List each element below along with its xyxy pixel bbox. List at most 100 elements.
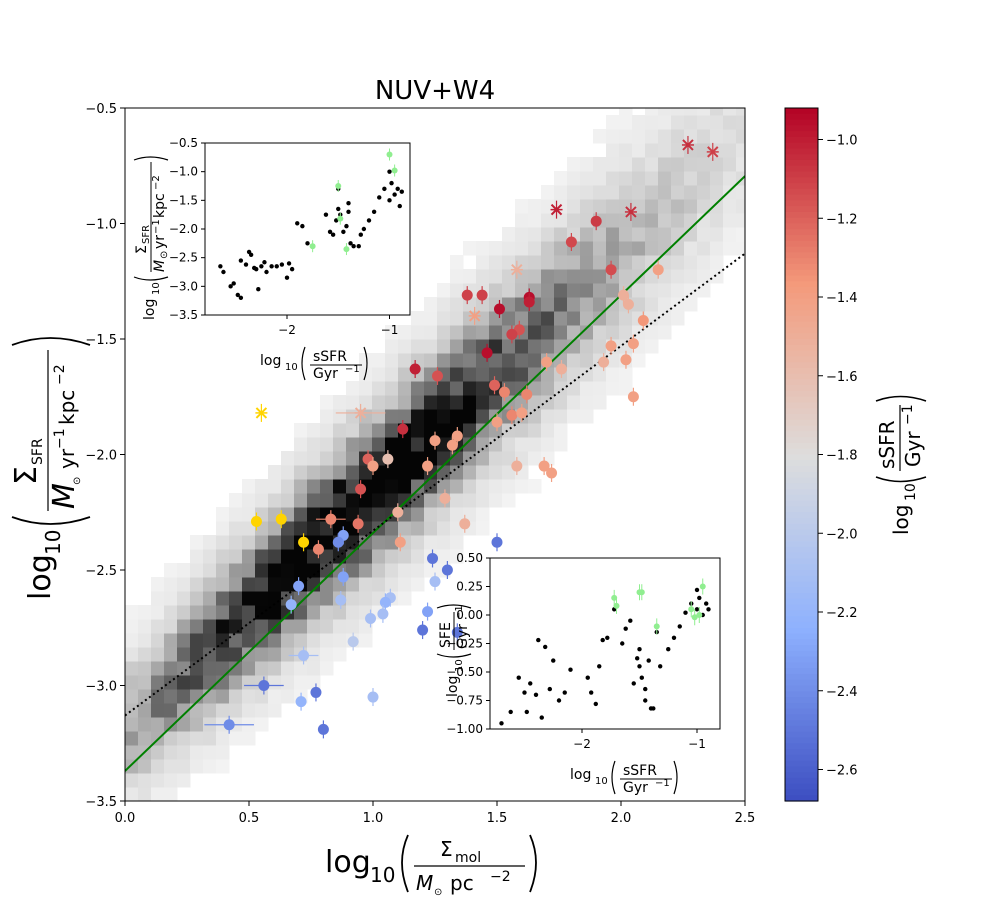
heatmap-cell xyxy=(242,535,256,550)
colorbar-tick-label: −1.8 xyxy=(826,449,858,464)
heatmap-cell xyxy=(489,255,503,270)
y-label-log: log xyxy=(23,554,58,600)
heatmap-cell xyxy=(346,619,360,634)
heatmap-cell xyxy=(398,493,412,508)
heatmap-cell xyxy=(216,521,230,536)
point-marker-circle xyxy=(493,303,505,315)
inset-bottom-y-tick-label: −1.00 xyxy=(446,722,483,736)
heatmap-cell xyxy=(424,521,438,536)
inset-bottom-point xyxy=(643,686,648,692)
heatmap-cell xyxy=(333,507,347,522)
data-point xyxy=(652,260,664,279)
heatmap-cell xyxy=(177,731,191,746)
inset-bottom: −2 −1 −1.00 −0.75 −0.50 −0.25 0.00 0.25 0.50 log… xyxy=(436,551,721,796)
heatmap-cell xyxy=(229,549,243,564)
colorbar-segment xyxy=(785,541,818,548)
heatmap-cell xyxy=(567,367,581,382)
inset-top-point xyxy=(344,223,349,229)
heatmap-cell xyxy=(203,675,217,690)
heatmap-cell xyxy=(359,423,373,438)
heatmap-cell xyxy=(489,451,503,466)
heatmap-cell xyxy=(177,647,191,662)
inset-top-point xyxy=(254,266,259,272)
heatmap-cell xyxy=(450,339,464,354)
heatmap-cell xyxy=(411,311,425,326)
heatmap-cell xyxy=(437,507,451,522)
inset-bottom-point xyxy=(635,656,640,661)
colorbar-segment xyxy=(785,310,818,317)
heatmap-cell xyxy=(580,353,594,368)
colorbar-segment xyxy=(785,240,818,248)
heatmap-cell xyxy=(385,367,399,382)
heatmap-cell xyxy=(476,479,490,494)
heatmap-cell xyxy=(580,199,594,214)
heatmap-cell xyxy=(164,633,178,648)
heatmap-cell xyxy=(242,619,256,634)
y-label-den-sun: ⊙ xyxy=(72,477,83,485)
heatmap-cell xyxy=(671,157,685,172)
inset-top-green-dot xyxy=(343,246,350,253)
colorbar-segment xyxy=(785,697,818,704)
heatmap-cell xyxy=(489,269,503,284)
heatmap-cell xyxy=(528,213,542,228)
heatmap-cell xyxy=(125,647,139,662)
colorbar-segment xyxy=(785,471,818,479)
heatmap-cell xyxy=(151,759,165,774)
colorbar-segment xyxy=(785,396,818,404)
data-point xyxy=(394,533,406,552)
heatmap-cell xyxy=(554,241,568,256)
colorbar-segment xyxy=(785,673,818,681)
heatmap-cell xyxy=(320,479,334,494)
heatmap-cell xyxy=(346,423,360,438)
x-label-sub10: 10 xyxy=(370,863,395,887)
inset-top-y-den-exp2: −2 xyxy=(151,175,162,190)
heatmap-cell xyxy=(476,255,490,270)
heatmap-cell xyxy=(164,591,178,606)
point-marker-circle xyxy=(365,613,377,625)
heatmap-cell xyxy=(736,199,745,214)
heatmap-cell xyxy=(307,619,321,634)
colorbar-segment xyxy=(785,575,818,583)
colorbar-segment xyxy=(785,743,818,750)
heatmap-cell xyxy=(476,241,490,256)
heatmap-cell xyxy=(281,493,295,508)
heatmap-cell xyxy=(411,395,425,410)
heatmap-cell xyxy=(541,283,555,298)
data-point xyxy=(441,561,453,579)
inset-top-y-tick-label: −3.5 xyxy=(169,308,198,322)
colorbar-segment xyxy=(785,390,818,398)
colorbar-segment xyxy=(785,281,818,288)
heatmap-cell xyxy=(151,675,165,690)
heatmap-cell xyxy=(398,591,412,606)
inset-top-green-point xyxy=(343,243,350,256)
heatmap-cell xyxy=(697,185,711,200)
colorbar-segment xyxy=(785,425,818,432)
heatmap-cell xyxy=(463,381,477,396)
colorbar-segment xyxy=(785,645,818,652)
heatmap-cell xyxy=(463,353,477,368)
heatmap-cell xyxy=(580,339,594,354)
inset-top-point xyxy=(387,198,392,203)
inset-top-point xyxy=(371,209,377,214)
data-point xyxy=(397,420,409,439)
data-point xyxy=(493,299,505,318)
heatmap-cell xyxy=(580,157,594,172)
heatmap-cell xyxy=(294,619,308,634)
inset-bottom-point xyxy=(597,664,602,669)
heatmap-cell xyxy=(645,283,659,298)
heatmap-cell xyxy=(554,437,568,452)
data-point xyxy=(598,353,610,372)
heatmap-cell xyxy=(307,493,321,508)
heatmap-cell xyxy=(580,255,594,270)
inset-bottom-green-point xyxy=(688,601,695,618)
point-marker-circle xyxy=(429,576,441,588)
colorbar-segment xyxy=(785,292,818,300)
heatmap-cell xyxy=(424,409,438,424)
heatmap-cell xyxy=(203,689,217,704)
point-marker-circle xyxy=(498,386,510,398)
heatmap-cell xyxy=(450,535,464,550)
data-point xyxy=(627,334,639,353)
x-tick-label: 1.5 xyxy=(487,811,508,826)
colorbar-segment xyxy=(785,217,818,225)
